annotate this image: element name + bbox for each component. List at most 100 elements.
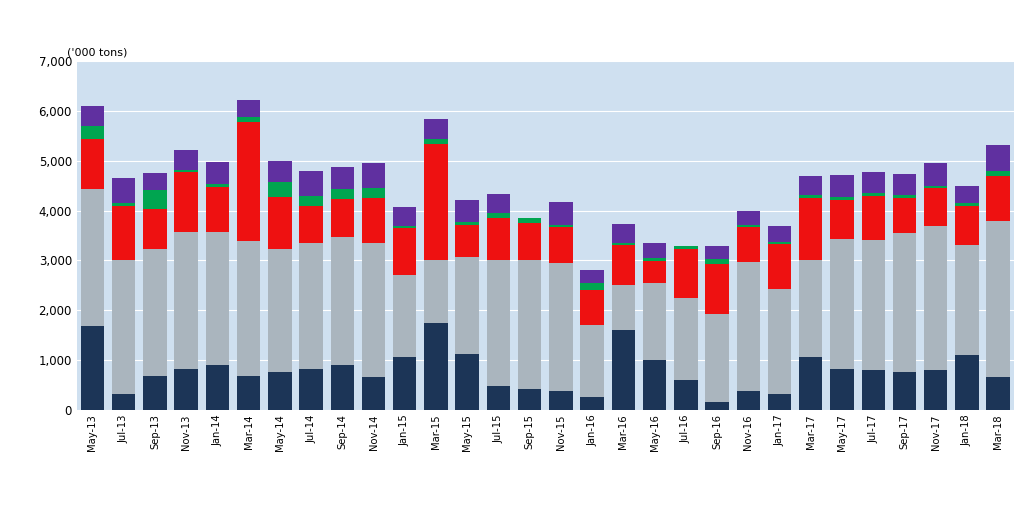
Bar	[361, 188, 385, 198]
Bar	[393, 226, 417, 228]
Bar	[299, 244, 323, 369]
Bar	[799, 195, 822, 198]
Bar	[706, 264, 729, 314]
Bar	[206, 184, 229, 187]
Bar	[143, 249, 167, 376]
Bar	[861, 172, 885, 193]
Bar	[299, 172, 323, 196]
Bar	[830, 240, 854, 369]
Bar	[268, 182, 292, 197]
Bar	[143, 376, 167, 410]
Bar	[706, 401, 729, 410]
Bar	[736, 391, 760, 410]
Bar	[736, 225, 760, 227]
Bar	[986, 377, 1010, 410]
Bar	[799, 176, 822, 195]
Bar	[424, 119, 447, 139]
Bar	[174, 232, 198, 369]
Bar	[112, 206, 135, 261]
Bar	[518, 261, 542, 389]
Bar	[81, 139, 104, 189]
Bar	[237, 100, 260, 117]
Bar	[924, 186, 947, 188]
Bar	[736, 227, 760, 262]
Bar	[143, 209, 167, 249]
Bar	[393, 207, 417, 226]
Bar	[861, 370, 885, 410]
Bar	[581, 270, 604, 283]
Bar	[361, 377, 385, 410]
Bar	[924, 163, 947, 186]
Bar	[268, 372, 292, 410]
Bar	[893, 372, 916, 410]
Bar	[393, 275, 417, 357]
Bar	[174, 173, 198, 232]
Bar	[736, 262, 760, 391]
Bar	[237, 242, 260, 376]
Bar	[674, 297, 697, 380]
Bar	[549, 227, 572, 263]
Bar	[361, 163, 385, 188]
Bar	[112, 394, 135, 410]
Bar	[486, 260, 510, 386]
Bar	[424, 323, 447, 410]
Bar	[518, 218, 542, 223]
Bar	[643, 261, 667, 283]
Bar	[174, 150, 198, 170]
Bar	[112, 178, 135, 203]
Bar	[486, 386, 510, 410]
Bar	[456, 257, 479, 354]
Bar	[237, 117, 260, 122]
Bar	[393, 228, 417, 275]
Bar	[237, 122, 260, 242]
Bar	[924, 188, 947, 226]
Bar	[799, 198, 822, 260]
Bar	[424, 139, 447, 143]
Bar	[486, 194, 510, 212]
Bar	[674, 249, 697, 297]
Bar	[768, 226, 792, 242]
Bar	[486, 212, 510, 218]
Bar	[518, 223, 542, 261]
Bar	[643, 259, 667, 261]
Bar	[986, 171, 1010, 176]
Bar	[611, 285, 635, 330]
Bar	[206, 231, 229, 365]
Bar	[830, 200, 854, 240]
Bar	[81, 326, 104, 410]
Bar	[206, 187, 229, 231]
Bar	[581, 397, 604, 410]
Bar	[893, 232, 916, 372]
Bar	[81, 106, 104, 126]
Bar	[611, 245, 635, 285]
Bar	[581, 290, 604, 325]
Bar	[361, 243, 385, 377]
Bar	[299, 369, 323, 410]
Bar	[81, 126, 104, 139]
Bar	[331, 199, 354, 237]
Bar	[768, 394, 792, 410]
Bar	[955, 203, 979, 206]
Bar	[768, 242, 792, 244]
Bar	[674, 246, 697, 249]
Bar	[986, 221, 1010, 377]
Bar	[549, 391, 572, 410]
Text: ('000 tons): ('000 tons)	[68, 48, 128, 58]
Bar	[81, 189, 104, 326]
Bar	[581, 325, 604, 397]
Bar	[706, 260, 729, 264]
Text: MONTHLY MET COAL EXPORTS BY U.S. PORT - APRIL 2018: MONTHLY MET COAL EXPORTS BY U.S. PORT - …	[8, 15, 544, 33]
Bar	[174, 170, 198, 173]
Bar	[924, 226, 947, 370]
Bar	[830, 175, 854, 197]
Bar	[237, 376, 260, 410]
Bar	[206, 162, 229, 184]
Bar	[736, 210, 760, 225]
Bar	[361, 198, 385, 243]
Bar	[268, 161, 292, 182]
Bar	[456, 354, 479, 410]
Bar	[424, 261, 447, 323]
Bar	[955, 186, 979, 203]
Bar	[955, 206, 979, 245]
Bar	[643, 244, 667, 259]
